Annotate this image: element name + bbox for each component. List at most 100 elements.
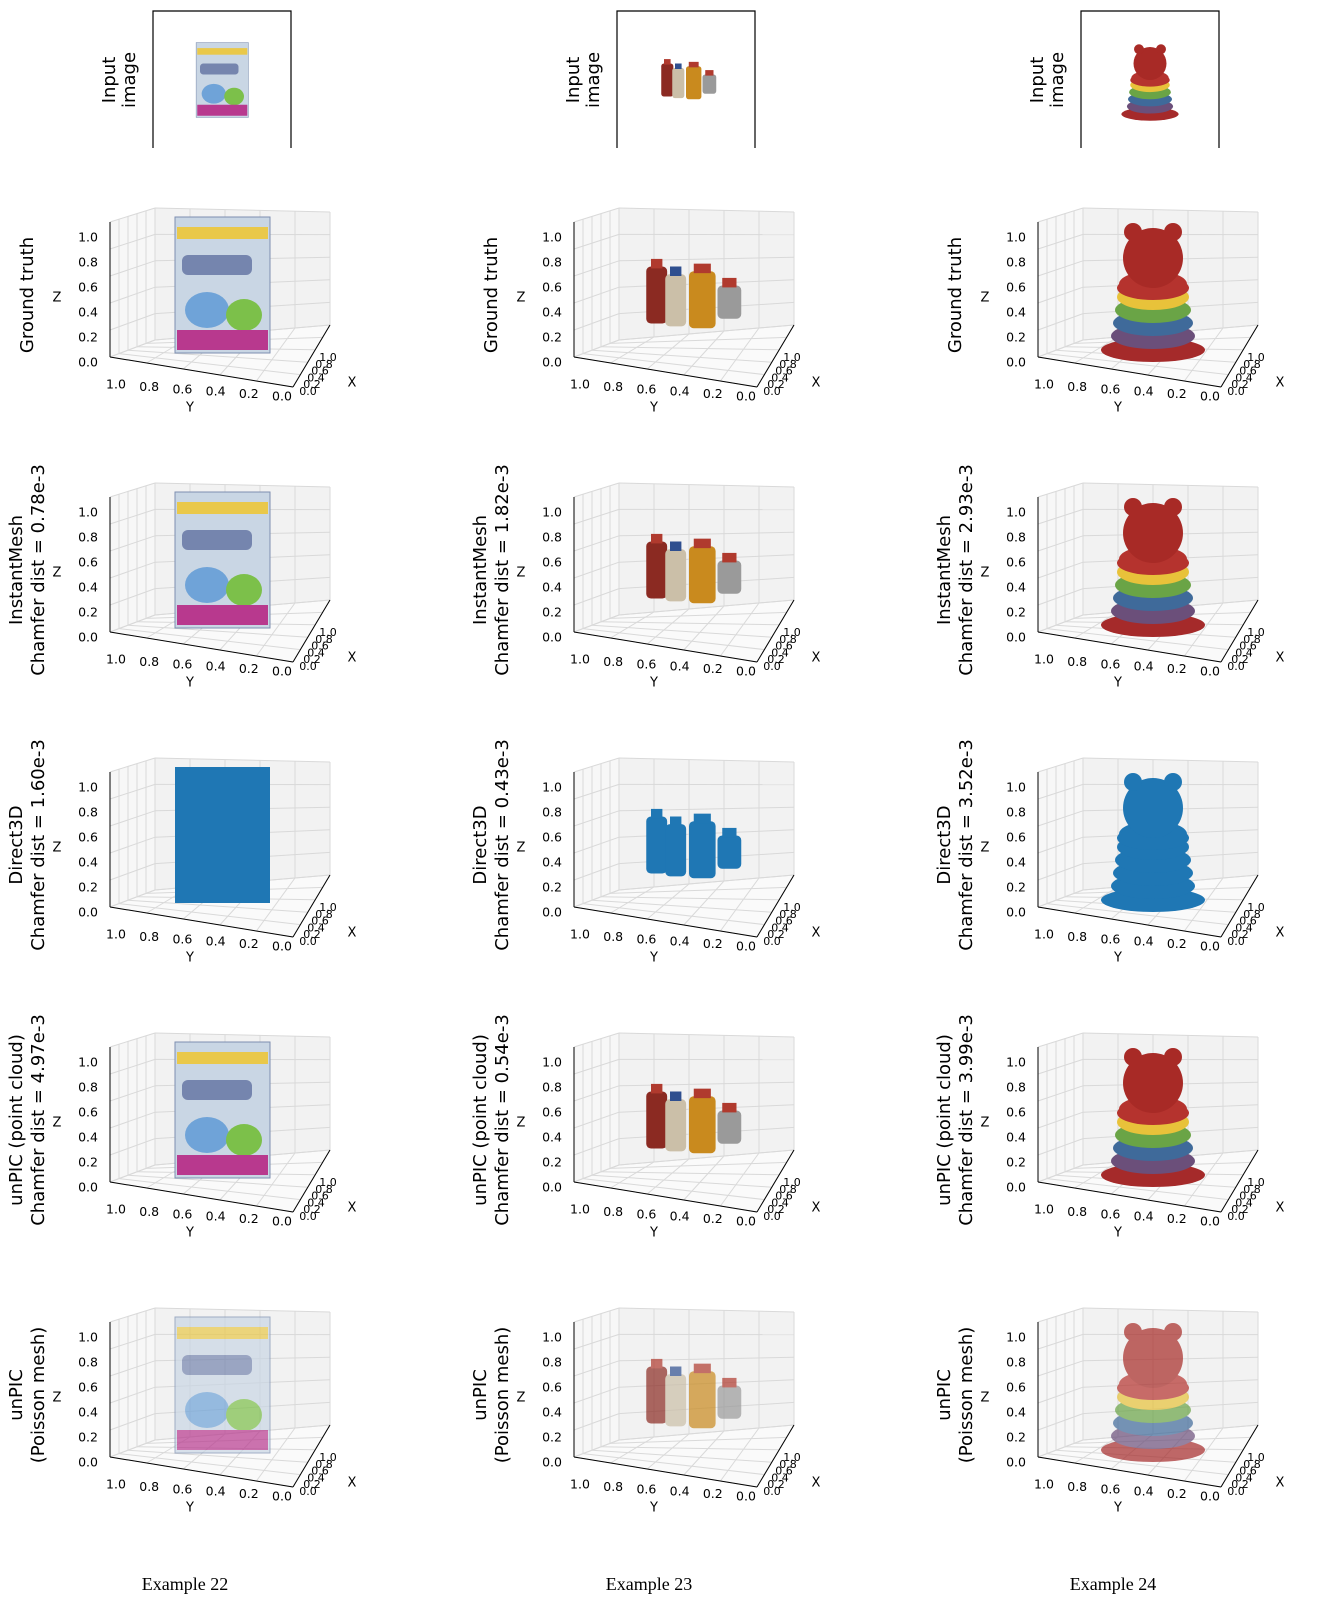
bottle [686, 66, 701, 99]
z-tick-label: 0.4 [542, 305, 562, 320]
x-tick-label: 1.0 [783, 1451, 801, 1464]
y-tick-label: 0.2 [703, 386, 723, 401]
row-label: unPIC (point cloud) [934, 1034, 955, 1206]
panel: unPIC (point cloud)Chamfer dist = 0.54e-… [470, 1014, 821, 1240]
caption: Example 22 [142, 1574, 228, 1594]
y-axis-label: Y [649, 1501, 658, 1516]
row-label: Chamfer dist = 0.78e-3 [28, 464, 49, 676]
z-axis-label: Z [517, 291, 526, 306]
object [1121, 44, 1178, 120]
z-tick-label: 0.0 [78, 1180, 98, 1195]
z-tick-label: 0.8 [542, 530, 562, 545]
bottle-cap [651, 1359, 662, 1369]
y-tick-label: 1.0 [570, 377, 590, 392]
z-tick-label: 0.4 [78, 1130, 98, 1145]
bottle-cap [664, 59, 671, 65]
y-tick-label: 0.2 [239, 661, 259, 676]
y-tick-label: 0.6 [172, 381, 192, 396]
y-tick-label: 0.6 [636, 1206, 656, 1221]
box-art [177, 605, 268, 625]
z-tick-label: 0.0 [542, 630, 562, 645]
z-tick-label: 0.6 [78, 1105, 98, 1120]
y-tick-label: 1.0 [570, 927, 590, 942]
z-tick-label: 0.6 [78, 280, 98, 295]
box-art [202, 84, 226, 104]
z-tick-label: 1.0 [78, 230, 98, 245]
y-axis-label: Y [1113, 676, 1122, 691]
bottle-cap [670, 1367, 681, 1377]
z-tick-label: 0.8 [78, 1080, 98, 1095]
z-tick-label: 0.8 [1006, 530, 1026, 545]
row-label: Chamfer dist = 1.82e-3 [492, 464, 513, 676]
bottle [689, 1371, 716, 1428]
bottle-cap [651, 259, 662, 269]
row-label: InstantMesh [934, 515, 955, 625]
z-tick-label: 0.2 [1006, 1155, 1026, 1170]
bottle-cap [722, 553, 736, 563]
y-tick-label: 0.0 [272, 939, 292, 954]
x-axis-label: X [812, 376, 821, 391]
y-tick-label: 1.0 [1034, 1477, 1054, 1492]
y-tick-label: 1.0 [106, 377, 126, 392]
z-tick-label: 0.4 [542, 855, 562, 870]
bottle [646, 1092, 667, 1149]
bottle-cap [651, 534, 662, 544]
panel: InstantMeshChamfer dist = 0.78e-30.00.20… [6, 464, 357, 690]
box-art [185, 1117, 229, 1153]
y-axis-label: Y [649, 1226, 658, 1241]
pane [574, 208, 619, 357]
y-axis-label: Y [649, 676, 658, 691]
x-tick-label: 1.0 [1247, 1451, 1265, 1464]
z-tick-label: 0.4 [78, 855, 98, 870]
row-label: Ground truth [17, 237, 38, 353]
z-axis-label: Z [53, 291, 62, 306]
box-art [177, 330, 268, 350]
x-axis-label: X [812, 1476, 821, 1491]
z-tick-label: 0.0 [78, 1455, 98, 1470]
z-tick-label: 0.2 [78, 330, 98, 345]
y-tick-label: 0.0 [1200, 664, 1220, 679]
x-tick-label: 1.0 [783, 1176, 801, 1189]
z-tick-label: 1.0 [78, 505, 98, 520]
y-tick-label: 0.6 [1100, 1206, 1120, 1221]
bottle-cap [675, 64, 682, 70]
z-tick-label: 1.0 [542, 505, 562, 520]
row-label: Chamfer dist = 3.52e-3 [956, 739, 977, 951]
z-tick-label: 0.0 [1006, 905, 1026, 920]
z-tick-label: 1.0 [1006, 1055, 1026, 1070]
y-tick-label: 1.0 [1034, 927, 1054, 942]
z-tick-label: 0.2 [78, 1155, 98, 1170]
z-tick-label: 0.2 [542, 1430, 562, 1445]
z-tick-label: 0.2 [1006, 1430, 1026, 1445]
panel: Direct3DChamfer dist = 0.43e-30.00.20.40… [470, 739, 821, 965]
z-tick-label: 0.4 [78, 1405, 98, 1420]
bottle [718, 1386, 742, 1419]
x-tick-label: 1.0 [1247, 351, 1265, 364]
pane [574, 1033, 619, 1182]
z-tick-label: 0.4 [1006, 1130, 1026, 1145]
z-tick-label: 1.0 [1006, 1330, 1026, 1345]
pane [110, 758, 155, 907]
z-tick-label: 0.8 [542, 805, 562, 820]
z-tick-label: 0.6 [1006, 1380, 1026, 1395]
x-tick-label: 1.0 [319, 1176, 337, 1189]
z-tick-label: 0.6 [542, 830, 562, 845]
bottle [665, 274, 686, 326]
y-tick-label: 0.2 [1167, 386, 1187, 401]
x-axis-label: X [348, 1201, 357, 1216]
y-tick-label: 0.4 [670, 659, 690, 674]
panel: InstantMeshChamfer dist = 2.93e-30.00.20… [934, 464, 1285, 690]
pane [110, 483, 155, 632]
box-word [182, 1080, 252, 1100]
x-axis-label: X [812, 1201, 821, 1216]
row-label: Chamfer dist = 3.99e-3 [956, 1014, 977, 1226]
ear [1124, 223, 1142, 241]
z-axis-label: Z [517, 566, 526, 581]
y-tick-label: 0.8 [603, 379, 623, 394]
pane [1038, 483, 1083, 632]
y-tick-label: 0.2 [1167, 661, 1187, 676]
bottle-cap [722, 1103, 736, 1113]
z-tick-label: 1.0 [542, 1055, 562, 1070]
z-tick-label: 0.4 [542, 1405, 562, 1420]
bottle [665, 1099, 686, 1151]
